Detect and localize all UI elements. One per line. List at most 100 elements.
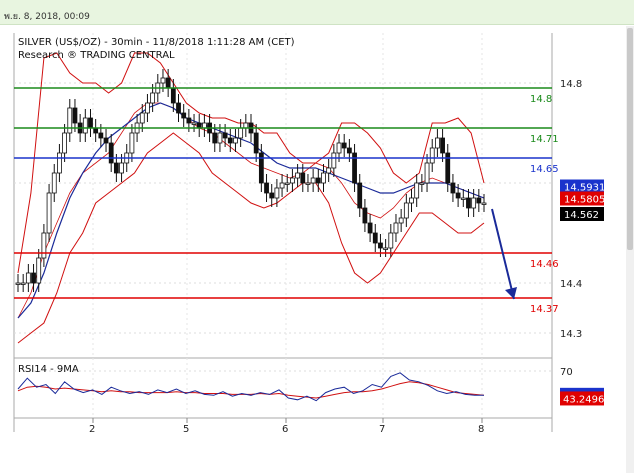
bollinger-middle [17, 102, 485, 319]
key-levels: 14.8 14.71 14.65 14.46 14.37 [14, 87, 559, 315]
candle-body [20, 282, 26, 285]
candle-body [269, 192, 275, 199]
candle-body [108, 142, 114, 164]
candle-body [212, 132, 218, 144]
candle-body [471, 197, 477, 209]
candle-body [424, 162, 430, 184]
level-label: 14.46 [530, 259, 559, 270]
forecast-arrowhead [505, 287, 517, 299]
candle-body [36, 257, 42, 284]
price-tick-label: 14.8 [560, 79, 582, 90]
price-tick-label: 14.3 [560, 329, 582, 340]
candle-body [362, 207, 368, 224]
candle-body [67, 107, 73, 134]
candle-body [367, 222, 373, 234]
candle-body [414, 182, 420, 199]
x-tick-label: 7 [379, 424, 385, 435]
bollinger-bands [17, 52, 485, 344]
rsi-line [17, 372, 484, 402]
candle-body [57, 152, 62, 174]
candle-body [238, 127, 244, 139]
candle-body [46, 192, 52, 234]
candle-body [15, 282, 21, 285]
candle-body [139, 112, 145, 124]
price-tag-bg [560, 179, 604, 194]
level-label: 14.71 [530, 134, 559, 145]
candle-body [409, 197, 414, 204]
rsi-ma-value-tag [560, 391, 604, 406]
candle-body [346, 147, 352, 154]
candle-body [305, 182, 311, 185]
bollinger-lower [17, 132, 485, 344]
candle-body [72, 107, 78, 124]
price-tag-label: 14.5931 [564, 183, 605, 194]
candle-body [160, 77, 166, 84]
candle-body [290, 177, 295, 184]
candle-body [170, 87, 176, 104]
candle-body [82, 117, 88, 134]
price-tag-label: 14.5805 [564, 195, 605, 206]
candle-body [51, 172, 57, 194]
candle-body [88, 117, 93, 129]
candle-body [233, 137, 238, 144]
candle-body [403, 202, 409, 219]
candle-body [388, 232, 394, 249]
candle-body [227, 137, 233, 144]
candle-body [191, 122, 197, 125]
candle-body [352, 152, 357, 184]
candle-body [300, 172, 306, 184]
candle-body [455, 192, 461, 199]
candle-body [145, 102, 150, 114]
price-tick-label: 14.4 [560, 279, 582, 290]
chart-title: SILVER (US$/OZ) - 30min - 11/8/2018 1:11… [18, 37, 295, 48]
level-label: 14.65 [530, 164, 559, 175]
rsi-label: RSI14 - 9MA [18, 364, 79, 375]
candle-body [450, 182, 456, 194]
candle-body [279, 182, 285, 189]
x-tick-label: 6 [282, 424, 288, 435]
top-bar-date: พ.ย. 8, 2018, 00:09 [4, 12, 90, 22]
moving-average-line [17, 102, 485, 319]
candle-body [98, 132, 104, 139]
forecast-arrow-shaft [491, 208, 515, 300]
candle-body [372, 232, 378, 244]
price-tag-bg [560, 207, 604, 221]
rsi-tick-label: 70 [560, 367, 573, 378]
candle-body [440, 137, 445, 154]
price-tag-bg [560, 191, 604, 206]
candle-body [181, 112, 187, 119]
candle-body [258, 152, 264, 184]
candle-body [41, 232, 47, 259]
candle-body [62, 132, 67, 154]
level-label: 14.8 [530, 94, 552, 105]
grid-lines [14, 33, 552, 418]
candle-body [310, 177, 316, 184]
candle-body [103, 137, 109, 144]
candle-body [357, 182, 363, 209]
rsi-tag-label: 43.2496 [563, 394, 604, 405]
scrollbar-thumb[interactable] [627, 28, 633, 250]
candle-body [429, 147, 435, 164]
candle-body [176, 102, 181, 114]
candlesticks [15, 69, 487, 292]
candle-body [129, 132, 135, 154]
candle-body [31, 272, 36, 284]
candle-body [284, 182, 290, 185]
candle-body [119, 162, 124, 174]
candle-body [419, 182, 425, 185]
candle-body [274, 187, 280, 199]
level-label: 14.37 [530, 304, 559, 315]
chart-subtitle: Research ® TRADING CENTRAL [18, 50, 175, 61]
candle-body [476, 197, 482, 204]
candle-body [315, 177, 321, 184]
candle-body [321, 172, 326, 184]
main-panel-frame [13, 33, 553, 432]
candle-body [466, 197, 471, 209]
candle-body [383, 247, 389, 250]
candle-body [264, 182, 269, 194]
candle-body [481, 202, 487, 205]
x-tick-label: 8 [478, 424, 484, 435]
rsi-panel: 70 [14, 367, 573, 402]
candle-body [165, 77, 171, 89]
